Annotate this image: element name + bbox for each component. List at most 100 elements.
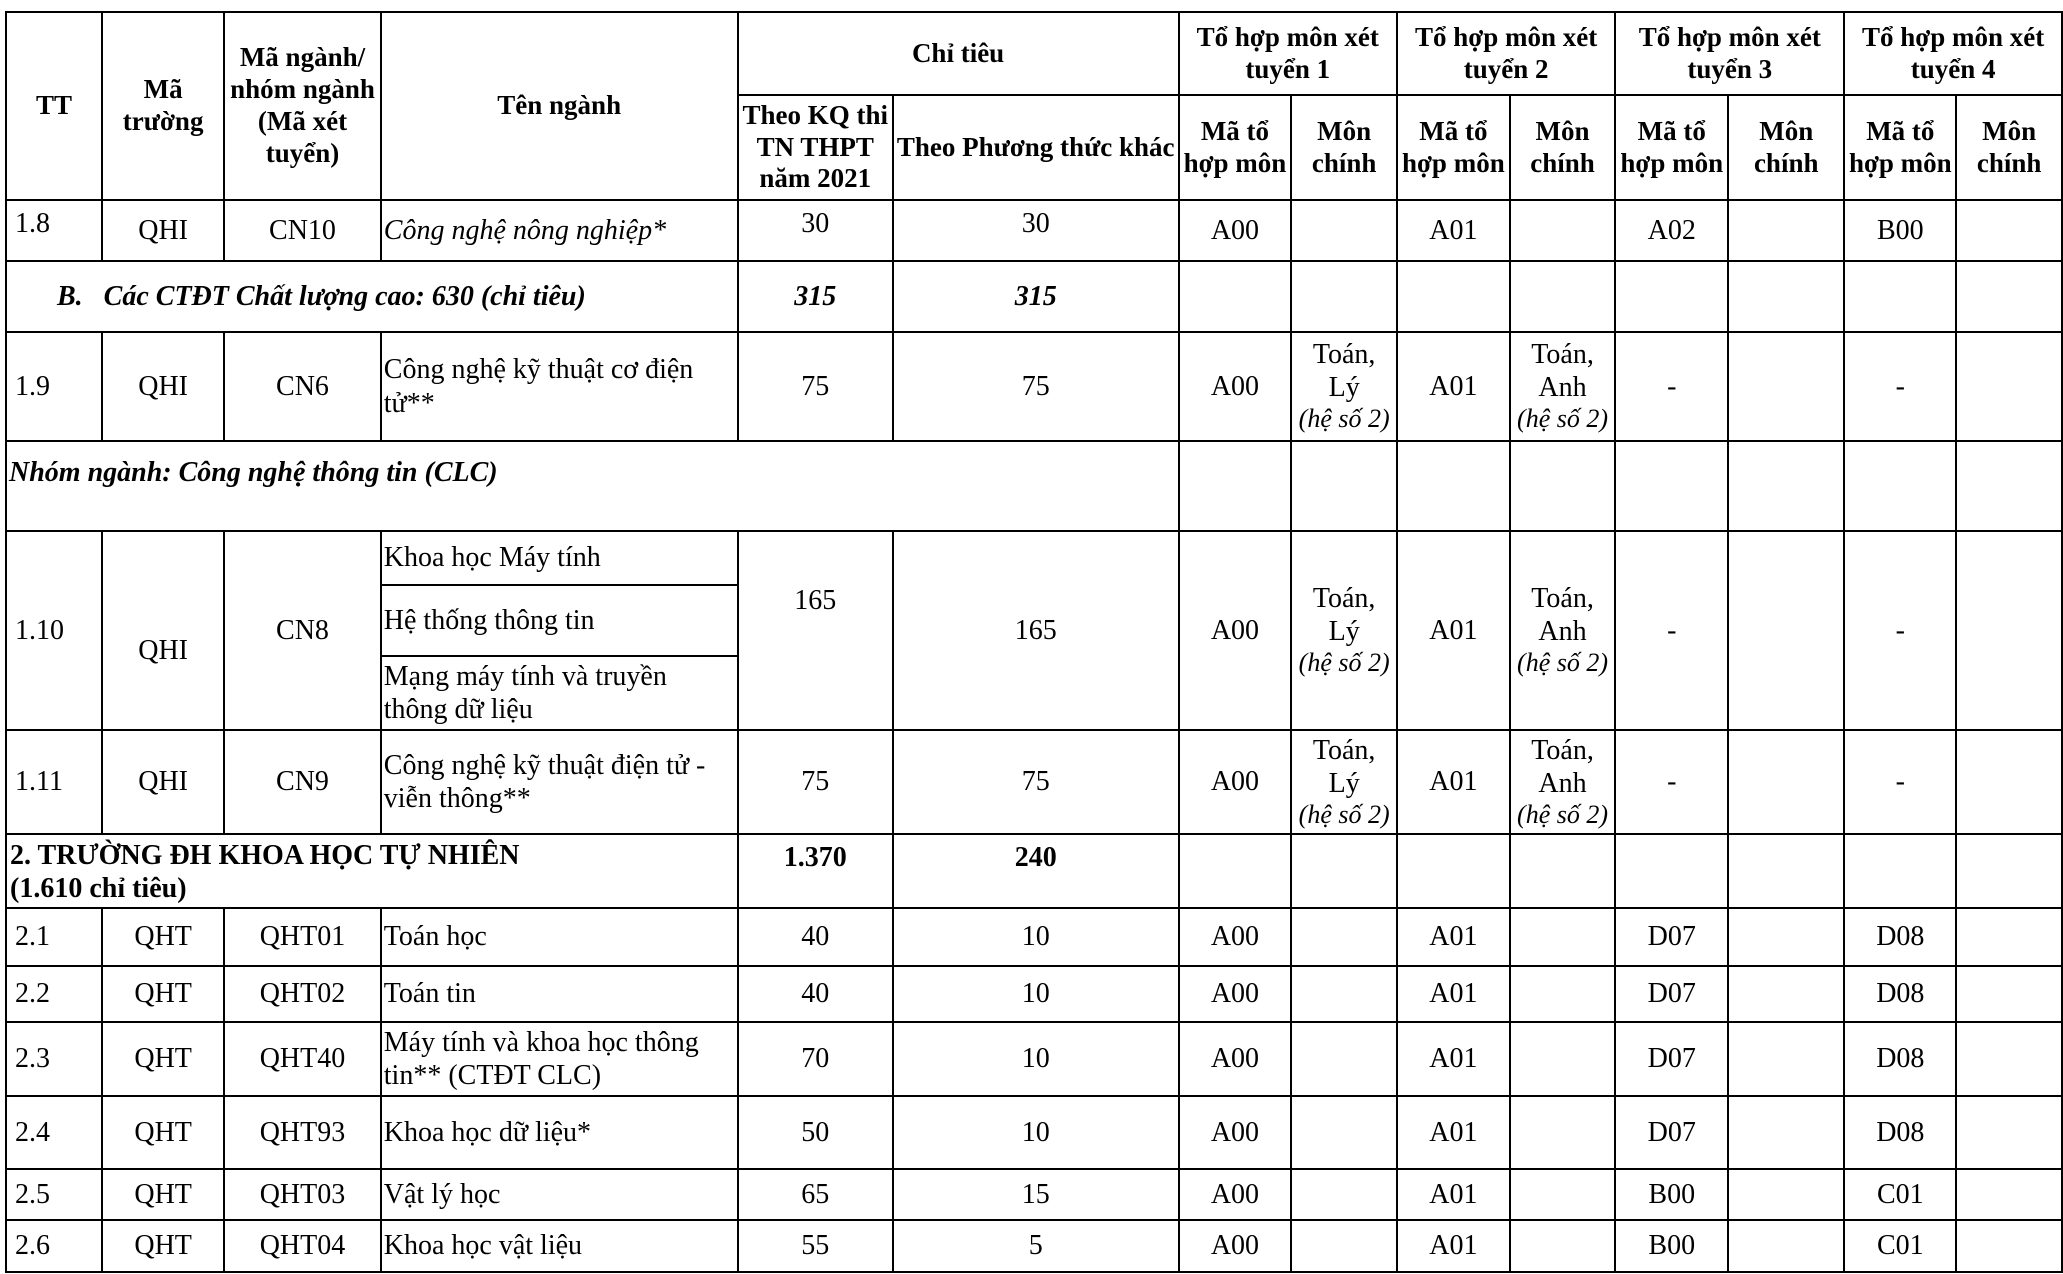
cell-ma-truong: QHT	[101, 907, 226, 967]
cell-ma-to-hop-4: D08	[1843, 1095, 1958, 1170]
cell-ten-nganh: Toán tin	[379, 965, 739, 1023]
cell-quota-kq: 75	[736, 729, 894, 835]
cell-ma-nganh: QHT04	[223, 1219, 382, 1273]
cell-ten-nganh: Mạng máy tính và truyền thông dữ liệu	[379, 655, 739, 731]
cell-mon-chinh-4	[1955, 729, 2063, 835]
empty-cell	[1727, 440, 1846, 532]
table-row: 2.1 QHT QHT01 Toán học 40 10 A00 A01 D07 D08	[4, 907, 2063, 967]
cell-quota-kq: 165	[736, 530, 894, 731]
cell-quota-pt: 10	[891, 907, 1180, 967]
cell-mon-chinh-1	[1290, 965, 1398, 1023]
header-tt: TT	[4, 11, 104, 201]
cell-mon-chinh-4	[1955, 331, 2063, 442]
main-subjects: Toán, Anh	[1531, 339, 1594, 404]
cell-ma-to-hop-1: A00	[1177, 729, 1293, 835]
cell-quota-kq: 40	[736, 907, 894, 967]
section-label: B. Các CTĐT Chất lượng cao: 630 (chỉ tiê…	[5, 260, 739, 333]
cell-ma-truong: QHI	[101, 530, 226, 731]
table-subrow: Mạng máy tính và truyền thông dữ liệu	[6, 655, 2062, 731]
cell-tt: 2.5	[4, 1168, 104, 1221]
cell-ma-to-hop-1: A00	[1177, 1095, 1293, 1170]
cell-quota-pt: 10	[891, 965, 1180, 1023]
cell-ma-to-hop-2: A01	[1395, 907, 1511, 967]
cell-quota-kq: 55	[736, 1219, 894, 1273]
coefficient-note: (hệ số 2)	[1517, 404, 1609, 434]
main-subjects: Toán, Lý	[1312, 339, 1376, 404]
cell-quota-pt: 15	[891, 1168, 1180, 1221]
header-mon-chinh-2: Môn chính	[1508, 94, 1617, 201]
header-to-hop-2: Tổ hợp môn xét tuyển 2	[1395, 11, 1617, 96]
cell-ma-to-hop-3: D07	[1614, 907, 1730, 967]
coefficient-note: (hệ số 2)	[1517, 799, 1609, 829]
cell-ten-nganh: Công nghệ kỹ thuật cơ điện tử**	[379, 331, 739, 442]
cell-ma-to-hop-2: A01	[1395, 1219, 1511, 1273]
header-theo-kq: Theo KQ thi TN THPT năm 2021	[736, 94, 894, 201]
cell-ma-to-hop-4: D08	[1843, 907, 1958, 967]
cell-ma-to-hop-1: A00	[1177, 530, 1293, 731]
cell-ma-to-hop-3: B00	[1614, 1168, 1730, 1221]
header-mon-chinh-4: Môn chính	[1955, 94, 2063, 201]
cell-ma-to-hop-1: A00	[1177, 331, 1293, 442]
cell-ma-to-hop-4: C01	[1843, 1168, 1958, 1221]
main-subjects: Toán, Lý	[1312, 583, 1376, 648]
table-row: 2.6 QHT QHT04 Khoa học vật liệu 55 5 A00 A01 B00…	[4, 1219, 2063, 1273]
empty-cell	[1614, 833, 1730, 909]
cell-mon-chinh-1	[1290, 1095, 1398, 1170]
cell-mon-chinh-3	[1727, 1021, 1846, 1097]
cell-ma-to-hop-4: C01	[1843, 1219, 1958, 1273]
cell-mon-chinh-1	[1290, 1168, 1398, 1221]
cell-mon-chinh-1: Toán, Lý (hệ số 2)	[1290, 331, 1398, 442]
cell-quota-kq: 50	[736, 1095, 894, 1170]
coefficient-note: (hệ số 2)	[1517, 648, 1609, 678]
cell-tt: 2.4	[4, 1095, 104, 1170]
cell-ma-to-hop-3: D07	[1614, 965, 1730, 1023]
table-row: 2.2 QHT QHT02 Toán tin 40 10 A00 A01 D07 D08	[4, 965, 2063, 1023]
cell-mon-chinh-4	[1955, 530, 2063, 731]
cell-quota-kq: 70	[736, 1021, 894, 1097]
cell-mon-chinh-1: Toán, Lý (hệ số 2)	[1290, 729, 1398, 835]
cell-ma-nganh: QHT93	[223, 1095, 382, 1170]
coefficient-note: (hệ số 2)	[1298, 404, 1390, 434]
coefficient-note: (hệ số 2)	[1298, 799, 1390, 829]
cell-quota-pt: 165	[891, 530, 1180, 731]
cell-ten-nganh: Khoa học dữ liệu*	[379, 1095, 739, 1170]
empty-cell	[1843, 440, 1958, 532]
cell-ten-nganh: Công nghệ kỹ thuật điện tử - viễn thông*…	[379, 729, 739, 835]
cell-ma-truong: QHT	[101, 1219, 226, 1273]
cell-ma-to-hop-3: -	[1614, 331, 1730, 442]
cell-ma-to-hop-2: A01	[1395, 965, 1511, 1023]
cell-mon-chinh-4	[1955, 965, 2063, 1023]
cell-mon-chinh-1	[1290, 199, 1398, 262]
empty-cell	[1508, 260, 1617, 333]
main-subjects: Toán, Anh	[1531, 734, 1594, 799]
header-ma-truong: Mã trường	[101, 11, 226, 201]
cell-mon-chinh-1	[1290, 907, 1398, 967]
empty-cell	[1290, 440, 1398, 532]
cell-ma-to-hop-3: B00	[1614, 1219, 1730, 1273]
empty-cell	[1395, 260, 1511, 333]
cell-ma-to-hop-3: A02	[1614, 199, 1730, 262]
cell-ma-to-hop-1: A00	[1177, 907, 1293, 967]
cell-mon-chinh-2: Toán, Anh (hệ số 2)	[1508, 331, 1617, 442]
cell-mon-chinh-4	[1955, 1219, 2063, 1273]
cell-mon-chinh-2: Toán, Anh (hệ số 2)	[1508, 729, 1617, 835]
cell-quota-kq: 75	[736, 331, 894, 442]
empty-cell	[1843, 833, 1958, 909]
cell-ma-to-hop-4: -	[1843, 530, 1958, 731]
cell-mon-chinh-2	[1508, 1095, 1617, 1170]
table-subrow: Hệ thống thông tin	[6, 584, 2062, 657]
group-row: Nhóm ngành: Công nghệ thông tin (CLC)	[5, 440, 2063, 532]
empty-cell	[1843, 260, 1958, 333]
header-ten-nganh: Tên ngành	[379, 11, 739, 201]
cell-ma-to-hop-3: -	[1614, 729, 1730, 835]
cell-tt: 2.3	[4, 1021, 104, 1097]
empty-cell	[1727, 260, 1846, 333]
cell-mon-chinh-2: Toán, Anh (hệ số 2)	[1508, 530, 1617, 731]
table-row: 2.5 QHT QHT03 Vật lý học 65 15 A00 A01 B00 C01	[4, 1168, 2063, 1221]
cell-ten-nganh: Khoa học Máy tính	[379, 530, 739, 586]
cell-mon-chinh-1	[1290, 1219, 1398, 1273]
section-quota-kq: 1.370	[736, 833, 894, 909]
cell-tt: 2.2	[4, 965, 104, 1023]
empty-cell	[1614, 440, 1730, 532]
header-ma-to-hop-3: Mã tổ hợp môn	[1614, 94, 1730, 201]
